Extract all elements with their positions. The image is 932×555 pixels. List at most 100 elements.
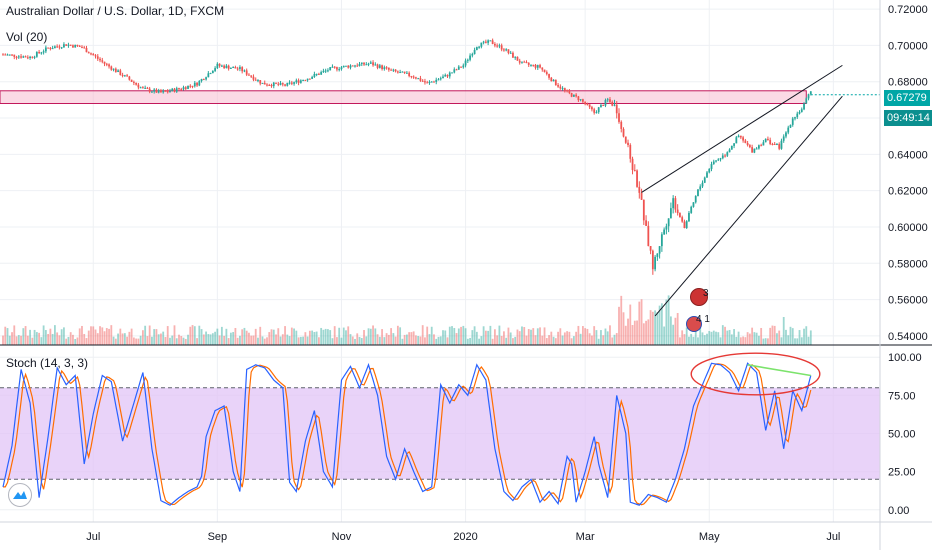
candle-body xyxy=(92,53,95,56)
volume-bar xyxy=(742,336,745,345)
volume-bar xyxy=(803,328,805,345)
candle-body xyxy=(512,52,514,58)
volume-bar xyxy=(304,332,307,345)
volume-bar xyxy=(681,330,684,345)
candle-body xyxy=(600,105,602,108)
candle-body xyxy=(354,65,356,67)
candle-body xyxy=(299,80,302,83)
volume-bar xyxy=(211,333,214,345)
candle-body xyxy=(561,88,564,90)
volume-bar xyxy=(482,326,485,345)
volume-bar xyxy=(548,335,550,345)
volume-bar xyxy=(484,330,487,345)
volume-bar xyxy=(257,337,259,345)
candle-body xyxy=(336,67,338,70)
volume-bar xyxy=(609,325,611,345)
candle-body xyxy=(457,66,460,70)
candle-body xyxy=(606,99,609,101)
volume-bar xyxy=(6,328,9,345)
volume-bar xyxy=(182,337,185,345)
candle-body xyxy=(789,124,792,128)
candle-body xyxy=(710,164,713,169)
candle-body xyxy=(482,41,485,43)
volume-bar xyxy=(475,331,478,345)
volume-bar xyxy=(493,329,496,345)
volume-bar xyxy=(581,326,584,345)
candle-body xyxy=(566,90,569,92)
candle-body xyxy=(295,80,298,83)
candle-body xyxy=(618,113,620,122)
candle-body xyxy=(232,67,235,69)
volume-bar xyxy=(394,336,397,345)
candle-body xyxy=(306,78,309,81)
volume-bar xyxy=(270,329,273,345)
volume-bar xyxy=(514,336,517,345)
candle-body xyxy=(721,155,724,159)
volume-bar xyxy=(611,337,614,345)
volume-bar xyxy=(444,330,447,345)
candle-body xyxy=(200,79,203,81)
tradingview-logo-icon[interactable] xyxy=(8,483,32,507)
candle-body xyxy=(552,79,555,82)
volume-bar xyxy=(110,325,113,345)
volume-bar xyxy=(299,336,302,345)
volume-bar xyxy=(367,328,370,345)
volume-bar xyxy=(272,329,275,345)
candle-body xyxy=(597,107,600,113)
volume-bar xyxy=(451,326,453,345)
candle-body xyxy=(579,99,582,101)
event-flag-australia-icon[interactable] xyxy=(690,288,708,306)
volume-bar xyxy=(198,325,201,345)
candle-body xyxy=(503,49,505,51)
volume-bar xyxy=(4,326,7,345)
candle-body xyxy=(302,80,305,82)
candle-body xyxy=(489,40,492,42)
divergence-line xyxy=(747,364,811,377)
candle-body xyxy=(809,91,812,95)
volume-bar xyxy=(645,320,647,345)
candle-body xyxy=(584,101,587,105)
candle-body xyxy=(800,109,803,113)
volume-bar xyxy=(572,336,575,345)
volume-bar xyxy=(536,328,539,345)
candle-body xyxy=(225,65,228,69)
volume-bar xyxy=(805,326,808,345)
candle-body xyxy=(367,63,370,65)
volume-bar xyxy=(559,328,562,345)
volume-bar xyxy=(509,332,512,345)
volume-bar xyxy=(180,335,183,345)
candle-body xyxy=(475,47,478,50)
candle-body xyxy=(2,54,4,56)
volume-bar xyxy=(381,329,383,345)
candle-body xyxy=(216,63,219,69)
volume-bar xyxy=(435,338,438,345)
volume-bar xyxy=(525,335,528,345)
candle-body xyxy=(708,168,711,173)
volume-bar xyxy=(410,332,413,345)
volume-bar xyxy=(773,325,776,345)
candle-body xyxy=(787,127,790,133)
volume-bar xyxy=(656,312,659,345)
candle-body xyxy=(667,218,670,227)
stochastic-panel xyxy=(0,344,932,506)
candle-body xyxy=(408,72,411,77)
candle-body xyxy=(365,64,368,66)
candle-body xyxy=(160,90,162,93)
volume-bar xyxy=(638,301,641,345)
event-flag-us-icon[interactable] xyxy=(686,316,702,332)
volume-bar xyxy=(308,330,311,345)
volume-bar xyxy=(121,333,124,345)
candle-body xyxy=(624,136,627,143)
candle-body xyxy=(248,74,250,76)
price-tick-label: 0.72000 xyxy=(888,4,928,16)
candle-body xyxy=(387,67,390,70)
volume-bar xyxy=(694,331,697,345)
volume-bar xyxy=(503,331,505,345)
volume-bar xyxy=(146,336,149,345)
highlight-ellipse xyxy=(690,352,821,396)
volume-bar xyxy=(534,335,537,345)
volume-bar xyxy=(518,331,521,345)
volume-bar xyxy=(554,338,557,345)
volume-bar xyxy=(53,325,56,345)
